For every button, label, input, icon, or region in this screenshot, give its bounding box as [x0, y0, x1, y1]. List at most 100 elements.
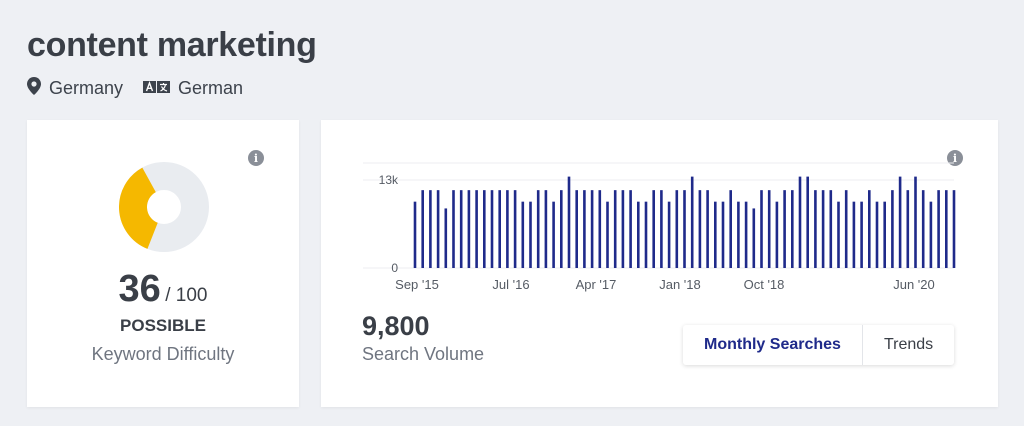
chart-bar[interactable]	[560, 190, 563, 268]
chart-bar[interactable]	[952, 190, 956, 268]
difficulty-donut	[119, 162, 209, 252]
language-info: German	[143, 78, 243, 99]
chart-bar[interactable]	[698, 190, 702, 268]
translate-icon	[143, 78, 178, 99]
chart-bar[interactable]	[721, 201, 725, 268]
search-volume-label: Search Volume	[362, 344, 485, 364]
chart-bar[interactable]	[729, 190, 732, 268]
chart-bar[interactable]	[583, 190, 586, 268]
chart-bar[interactable]	[475, 190, 478, 268]
keyword-meta: Germany German	[27, 77, 263, 100]
location-label: Germany	[49, 78, 124, 98]
chart-bar[interactable]	[690, 176, 694, 268]
difficulty-score-max: / 100	[165, 285, 208, 306]
chart-bar[interactable]	[775, 201, 779, 268]
chart-bar[interactable]	[652, 190, 655, 268]
chart-bar[interactable]	[660, 190, 663, 268]
chart-bar[interactable]	[506, 190, 509, 268]
chart-bar[interactable]	[829, 190, 833, 268]
chart-bar[interactable]	[783, 190, 786, 268]
chart-bar[interactable]	[929, 201, 933, 268]
chart-bar[interactable]	[883, 201, 886, 268]
chart-bar[interactable]	[852, 201, 856, 268]
chart-bar[interactable]	[945, 190, 948, 268]
chart-bar[interactable]	[552, 201, 555, 268]
chart-bar[interactable]	[898, 176, 902, 268]
chart-bar[interactable]	[821, 190, 825, 268]
trends-button[interactable]: Trends	[861, 325, 954, 365]
chart-bar[interactable]	[459, 190, 463, 268]
chart-bar[interactable]	[536, 190, 540, 268]
chart-bar[interactable]	[752, 208, 756, 268]
keyword-difficulty-card: i 36 / 100 POSSIBLE Keyword Difficulty	[27, 120, 299, 407]
chart-bar[interactable]	[621, 190, 625, 268]
monthly-searches-button[interactable]: Monthly Searches	[704, 336, 841, 353]
search-volume-value: 9,800	[362, 311, 430, 341]
chart-bar[interactable]	[444, 208, 448, 268]
chart-bar[interactable]	[544, 190, 548, 268]
language-label: German	[178, 78, 244, 98]
chart-bar[interactable]	[791, 190, 794, 268]
chart-bar[interactable]	[737, 201, 740, 268]
chart-bar[interactable]	[767, 190, 771, 268]
chart-bar[interactable]	[436, 190, 440, 268]
x-tick-label: Oct '18	[744, 277, 785, 292]
monthly-searches-chart: 13k 0 Sep '15 Jul '16 Apr '17 Jan '18 Oct '18 J…	[363, 162, 956, 292]
chart-bar[interactable]	[675, 190, 679, 268]
chart-bar[interactable]	[629, 190, 632, 268]
chart-bar[interactable]	[590, 190, 594, 268]
chart-bar[interactable]	[814, 190, 817, 268]
chart-bar[interactable]	[483, 190, 486, 268]
map-pin-icon	[27, 77, 49, 100]
chart-bar[interactable]	[798, 176, 802, 268]
chart-bar[interactable]	[421, 190, 424, 268]
chart-bar[interactable]	[521, 201, 525, 268]
chart-bar[interactable]	[429, 190, 432, 268]
chart-bar[interactable]	[868, 190, 871, 268]
keyword-title: content marketing	[27, 26, 317, 64]
difficulty-score-value: 36	[118, 268, 161, 310]
x-tick-label: Sep '15	[395, 277, 439, 292]
chart-bar[interactable]	[714, 201, 717, 268]
chart-bar[interactable]	[921, 190, 925, 268]
chart-bar[interactable]	[760, 190, 763, 268]
info-icon[interactable]: i	[248, 150, 264, 166]
chart-bar[interactable]	[637, 201, 640, 268]
info-icon[interactable]: i	[947, 150, 963, 166]
chart-bar[interactable]	[860, 201, 863, 268]
chart-bar[interactable]	[837, 201, 840, 268]
chart-bar[interactable]	[452, 190, 455, 268]
difficulty-score: 36 / 100	[27, 268, 299, 311]
chart-bar[interactable]	[937, 190, 940, 268]
chart-bar[interactable]	[744, 201, 748, 268]
chart-bar[interactable]	[606, 201, 609, 268]
chart-bar[interactable]	[706, 190, 709, 268]
location-info: Germany	[27, 77, 123, 100]
chart-bar[interactable]	[513, 190, 517, 268]
chart-bar[interactable]	[875, 201, 879, 268]
chart-bar[interactable]	[906, 190, 910, 268]
y-tick-label: 0	[391, 261, 398, 275]
chart-bar[interactable]	[467, 190, 471, 268]
chart-bar[interactable]	[891, 190, 894, 268]
difficulty-label: Keyword Difficulty	[91, 344, 235, 364]
chart-bar[interactable]	[529, 201, 532, 268]
chart-bar[interactable]	[567, 176, 571, 268]
chart-bar[interactable]	[667, 201, 671, 268]
x-tick-label: Jan '18	[659, 277, 701, 292]
chart-bar[interactable]	[413, 201, 417, 268]
chart-bar[interactable]	[598, 190, 602, 268]
chart-bar[interactable]	[644, 201, 648, 268]
search-volume-card: i 13k 0 Sep '15 Jul '16 Apr '17 Jan '18 Oct '1…	[321, 120, 998, 407]
chart-bar[interactable]	[613, 190, 617, 268]
difficulty-level: POSSIBLE	[120, 316, 206, 335]
chart-bar[interactable]	[914, 176, 917, 268]
chart-bar[interactable]	[498, 190, 501, 268]
chart-bar[interactable]	[490, 190, 494, 268]
chart-view-toggle: Monthly Searches Trends	[683, 325, 955, 365]
chart-bar[interactable]	[806, 176, 809, 268]
chart-bar[interactable]	[844, 190, 848, 268]
chart-bar[interactable]	[575, 190, 578, 268]
x-tick-label: Jul '16	[492, 277, 529, 292]
chart-bar[interactable]	[683, 190, 686, 268]
